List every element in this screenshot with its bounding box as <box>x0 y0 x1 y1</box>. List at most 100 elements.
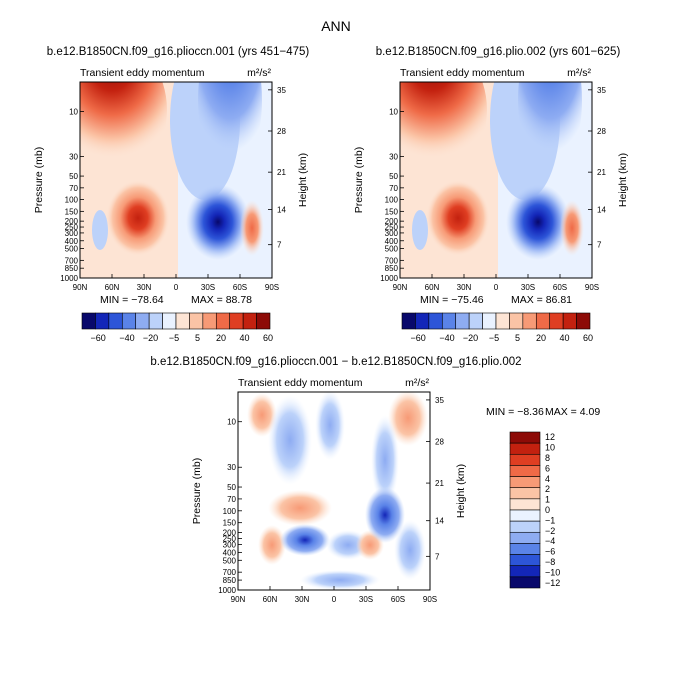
y-tick-label: 70 <box>227 495 236 504</box>
x-tick-label: 0 <box>494 283 499 292</box>
y-tick-label: 500 <box>385 245 399 254</box>
colorbar-swatch <box>202 312 217 330</box>
x-tick-label: 0 <box>332 595 337 604</box>
x-tick-label: 30N <box>137 283 152 292</box>
panel-a-subtitle: Transient eddy momentum <box>80 67 205 79</box>
x-tick-label: 90S <box>265 283 279 292</box>
y2-tick-label: 21 <box>277 168 286 177</box>
colorbar-label: 2 <box>545 484 550 494</box>
panel-c-units: m²/s² <box>405 377 429 389</box>
colorbar-label: −20 <box>143 333 158 343</box>
colorbar-label: −1 <box>545 515 555 525</box>
colorbar-swatch <box>562 312 577 330</box>
colorbar-label: 40 <box>559 333 569 343</box>
colorbar-label: −60 <box>90 333 105 343</box>
panel-a-field <box>80 82 272 278</box>
x-tick-label: 60N <box>105 283 120 292</box>
panel-a-yticks: 1030507010015020025030040050070085010003… <box>60 86 286 292</box>
colorbar-label: −12 <box>545 578 560 588</box>
x-tick-label: 60N <box>425 283 440 292</box>
panel-c-min: MIN = −8.36 <box>486 406 544 418</box>
y-tick-label: 50 <box>227 483 236 492</box>
colorbar-swatch <box>162 312 177 330</box>
x-tick-label: 30S <box>201 283 215 292</box>
colorbar-label: −10 <box>545 567 560 577</box>
y2-tick-label: 28 <box>277 127 286 136</box>
colorbar-label: 60 <box>583 333 593 343</box>
panel-b: b.e12.B1850CN.f09_g16.plio.002 (yrs 601−… <box>353 46 629 306</box>
y-tick-label: 70 <box>69 184 78 193</box>
y2-tick-label: 7 <box>277 241 282 250</box>
colorbar-swatch <box>576 312 591 330</box>
colorbar-label: −4 <box>545 536 555 546</box>
y-tick-label: 200 <box>223 529 237 538</box>
colorbar-label: 0 <box>545 505 550 515</box>
y-tick-label: 30 <box>69 152 78 161</box>
colorbar-swatch <box>401 312 416 330</box>
colorbar-swatch <box>121 312 137 330</box>
y-tick-label: 50 <box>389 172 398 181</box>
colorbar-label: 5 <box>515 333 520 343</box>
colorbar-swatch <box>522 312 537 330</box>
panel-c-y2label: Height (km) <box>455 464 467 518</box>
panel-a-max: MAX = 88.78 <box>191 294 252 306</box>
colorbar-swatch <box>509 565 541 578</box>
colorbar-swatch <box>509 442 541 455</box>
colorbar-swatch <box>509 476 541 489</box>
colorbar-swatch <box>509 576 541 589</box>
colorbar-a: −60 −40 −20 −5 5 20 40 60 <box>81 312 273 343</box>
colorbar-swatch <box>509 312 524 330</box>
panel-b-yticks: 1030507010015020025030040050070085010003… <box>380 86 606 292</box>
colorbar-swatch <box>455 312 470 330</box>
panel-a-units: m²/s² <box>247 67 271 79</box>
y-tick-label: 100 <box>65 196 79 205</box>
panel-c: b.e12.B1850CN.f09_g16.plioccn.001 − b.e1… <box>150 356 600 604</box>
colorbar-swatch <box>509 498 541 511</box>
colorbar-label: −5 <box>489 333 499 343</box>
x-tick-label: 30S <box>359 595 373 604</box>
colorbar-swatch <box>468 312 483 330</box>
colorbar-swatch <box>81 312 96 330</box>
y-tick-label: 300 <box>223 540 237 549</box>
y-tick-label: 100 <box>385 196 399 205</box>
y2-tick-label: 7 <box>435 552 440 561</box>
panel-c-yticks: 1030507010015020025030040050070085010003… <box>218 396 444 604</box>
colorbar-swatch <box>549 312 564 330</box>
panel-a: b.e12.B1850CN.f09_g16.plioccn.001 (yrs 4… <box>33 46 309 306</box>
y-tick-label: 400 <box>223 548 237 557</box>
colorbar-swatch <box>189 312 204 330</box>
x-tick-label: 60S <box>553 283 567 292</box>
colorbar-label: −6 <box>545 547 555 557</box>
colorbar-label: 20 <box>536 333 546 343</box>
panel-a-ylabel: Pressure (mb) <box>33 147 45 214</box>
panel-c-max: MAX = 4.09 <box>545 406 600 418</box>
colorbar-label: 40 <box>239 333 249 343</box>
colorbar-swatch <box>509 465 541 477</box>
colorbar-swatch <box>441 312 457 330</box>
panel-b-subtitle: Transient eddy momentum <box>400 67 525 79</box>
panel-c-title: b.e12.B1850CN.f09_g16.plioccn.001 − b.e1… <box>150 356 521 368</box>
colorbar-label: 6 <box>545 463 550 473</box>
panel-c-field <box>238 392 430 590</box>
y-tick-label: 1000 <box>60 274 78 283</box>
colorbar-label: −5 <box>169 333 179 343</box>
panel-b-min: MIN = −75.46 <box>420 294 484 306</box>
x-tick-label: 90N <box>231 595 246 604</box>
colorbar-label: 12 <box>545 432 555 442</box>
colorbar-label: 8 <box>545 453 550 463</box>
colorbar-label: 1 <box>545 495 550 505</box>
y-tick-label: 500 <box>65 245 79 254</box>
y-tick-label: 300 <box>65 229 79 238</box>
y-tick-label: 700 <box>65 256 79 265</box>
y-tick-label: 400 <box>385 237 399 246</box>
y-tick-label: 250 <box>385 223 399 232</box>
y2-tick-label: 28 <box>597 127 606 136</box>
x-tick-label: 60S <box>233 283 247 292</box>
panel-b-ylabel: Pressure (mb) <box>353 147 365 214</box>
y-tick-label: 700 <box>385 256 399 265</box>
colorbar-swatch <box>175 312 190 330</box>
y-tick-label: 700 <box>223 568 237 577</box>
y-tick-label: 10 <box>69 107 78 116</box>
